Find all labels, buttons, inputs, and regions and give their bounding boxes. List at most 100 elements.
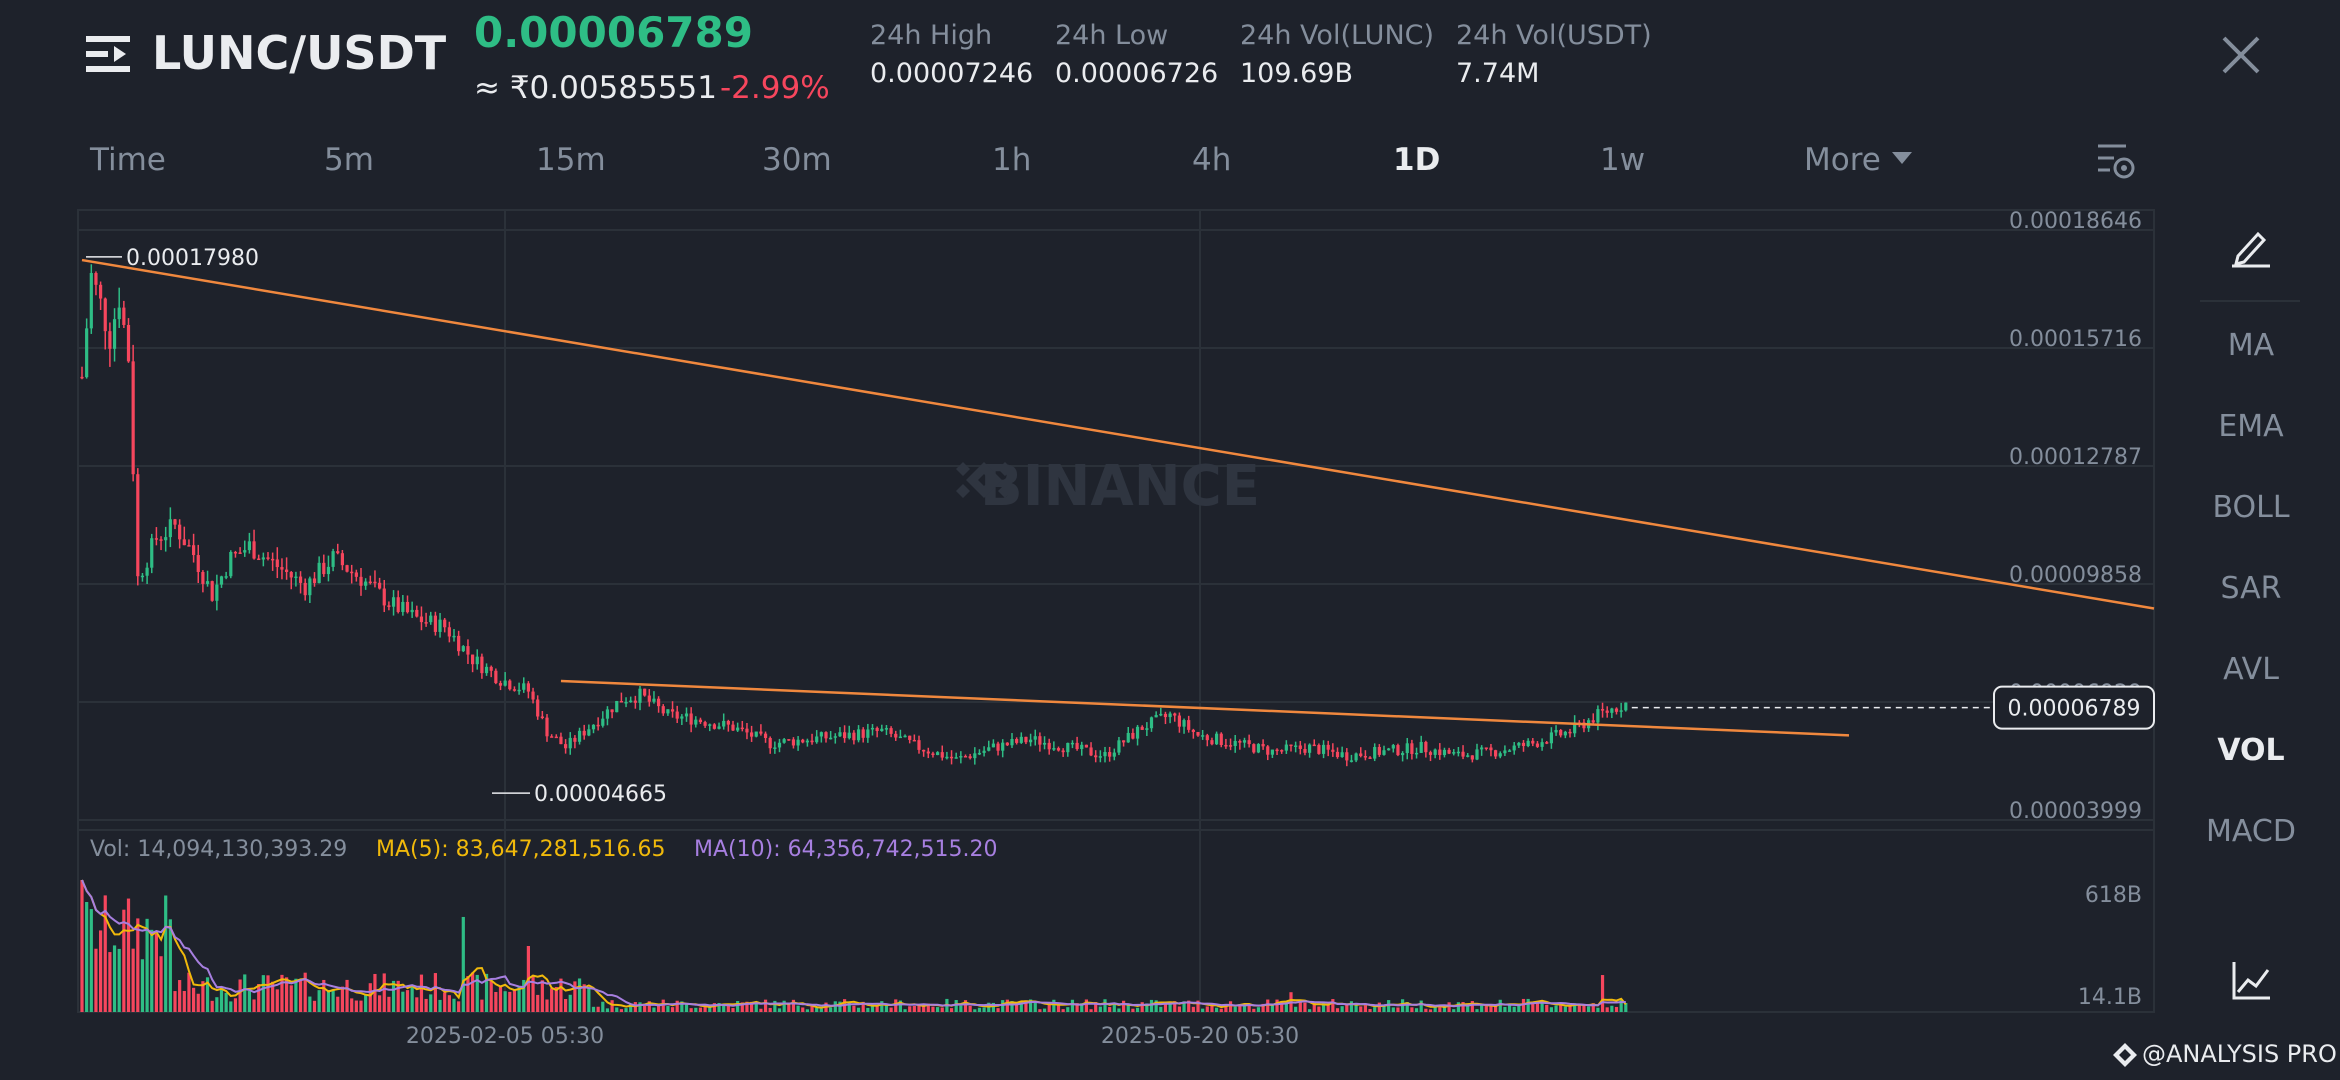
candle <box>364 581 368 586</box>
candle <box>1591 720 1595 723</box>
volume-bar <box>178 980 182 1012</box>
volume-bar <box>740 1002 744 1012</box>
indicator-ma[interactable]: MA <box>2227 328 2275 363</box>
tab-5m[interactable]: 5m <box>324 142 374 178</box>
volume-bar <box>1001 1000 1005 1012</box>
candle <box>1135 726 1140 739</box>
tab-time[interactable]: Time <box>90 142 166 178</box>
change-percent: -2.99% <box>720 70 830 106</box>
candle <box>968 756 972 759</box>
current-price-tag <box>1993 685 2155 730</box>
indicator-vol[interactable]: VOL <box>2217 733 2285 768</box>
line-chart-icon[interactable] <box>2230 960 2272 1002</box>
volume-bar <box>205 977 210 1012</box>
candle <box>949 756 954 759</box>
tab-more[interactable]: More <box>1804 142 1881 178</box>
volume-bar <box>750 1001 754 1012</box>
volume-bar <box>1205 1006 1209 1012</box>
volume-bar <box>1605 1007 1609 1012</box>
volume-bar <box>354 1000 358 1012</box>
candle <box>1261 744 1265 747</box>
volume-bar <box>336 996 340 1012</box>
candle <box>712 724 716 729</box>
volume-bar <box>1559 1003 1563 1012</box>
volume-bar <box>550 988 554 1012</box>
candle <box>368 581 372 584</box>
candle <box>629 700 633 703</box>
trendline[interactable] <box>560 679 1850 737</box>
volume-bar <box>1326 1003 1330 1012</box>
indicator-sar[interactable]: SAR <box>2220 571 2282 606</box>
candle <box>354 572 358 577</box>
close-icon[interactable] <box>2218 32 2264 78</box>
candle <box>1359 753 1363 757</box>
stat-24h-vol-lunc-label: 24h Vol(LUNC) <box>1240 20 1435 51</box>
volume-bar <box>1554 1005 1558 1012</box>
candle <box>1540 742 1544 747</box>
candle <box>261 557 265 560</box>
volume-bar <box>238 979 242 1012</box>
tab-1w[interactable]: 1w <box>1600 142 1646 178</box>
candle <box>1456 751 1460 754</box>
trendline[interactable] <box>81 258 2155 610</box>
caret-down-icon[interactable] <box>1892 152 1912 166</box>
candle <box>1549 732 1553 744</box>
candle <box>1159 713 1163 716</box>
candle <box>298 576 303 583</box>
volume-bar <box>1447 1002 1451 1012</box>
candle <box>173 519 177 525</box>
candle <box>196 555 200 572</box>
candle <box>1103 752 1107 757</box>
indicator-macd[interactable]: MACD <box>2206 814 2296 849</box>
candle <box>963 756 968 758</box>
tab-30m[interactable]: 30m <box>762 142 832 178</box>
candle <box>615 700 619 713</box>
volume-bar <box>1005 999 1009 1012</box>
indicator-avl[interactable]: AVL <box>2223 652 2279 687</box>
candle <box>1168 713 1172 718</box>
candle <box>931 753 935 756</box>
volume-bar <box>494 991 498 1012</box>
indicator-boll[interactable]: BOLL <box>2212 490 2290 525</box>
volume-bar <box>1103 999 1107 1012</box>
menu-icon[interactable] <box>86 32 130 76</box>
pair-title[interactable]: LUNC/USDT <box>152 26 447 80</box>
volume-bar <box>875 1006 879 1012</box>
candle <box>591 724 596 730</box>
volume-bar <box>591 1006 596 1012</box>
grid <box>77 209 2155 1013</box>
volume-bar <box>675 1000 679 1012</box>
candle <box>145 567 149 576</box>
tab-1d[interactable]: 1D <box>1393 142 1441 178</box>
candle <box>517 689 521 692</box>
volume-bar <box>1228 1001 1233 1012</box>
volume-bar <box>605 1008 610 1012</box>
candle <box>777 742 782 748</box>
candle <box>577 730 582 742</box>
price-annotations: 0.00017980 0.00004665 0.00006789 <box>86 246 2155 807</box>
tab-15m[interactable]: 15m <box>536 142 606 178</box>
volume-bar <box>210 1000 214 1012</box>
candle <box>1340 752 1344 758</box>
volume-bar <box>498 985 503 1012</box>
candle <box>1526 740 1530 747</box>
volume-bar <box>782 1000 786 1012</box>
volume-bar <box>1303 1002 1307 1012</box>
stat-24h-low-label: 24h Low <box>1055 20 1169 51</box>
candle <box>954 757 958 759</box>
volume-bar <box>243 974 247 1012</box>
chart-settings-icon[interactable] <box>2096 142 2136 180</box>
candle <box>387 605 391 607</box>
candle <box>438 619 442 632</box>
tab-4h[interactable]: 4h <box>1192 142 1232 178</box>
indicator-ema[interactable]: EMA <box>2218 409 2284 444</box>
volume-bar <box>1215 1007 1219 1012</box>
volume-bar <box>1349 1001 1354 1012</box>
volume-bar <box>652 1007 656 1012</box>
volume-bar <box>480 999 484 1012</box>
tab-1h[interactable]: 1h <box>992 142 1032 178</box>
candle <box>350 571 354 574</box>
pencil-icon[interactable] <box>2230 226 2272 268</box>
volume-bar <box>629 1004 633 1012</box>
